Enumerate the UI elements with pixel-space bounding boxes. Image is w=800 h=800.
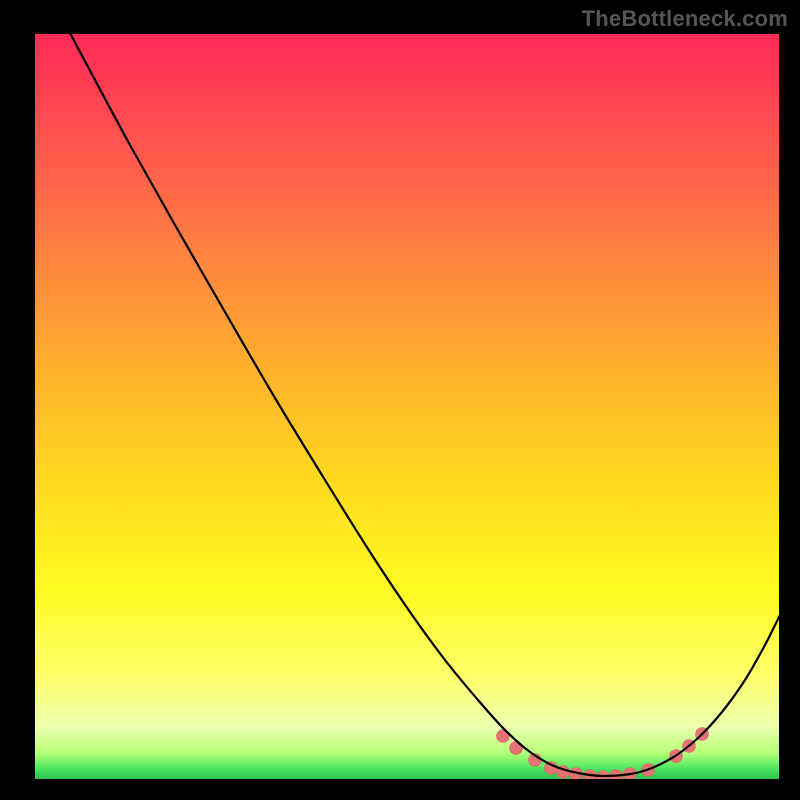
chart-svg <box>0 0 800 800</box>
chart-root: TheBottleneck.com <box>0 0 800 800</box>
watermark-label: TheBottleneck.com <box>582 6 788 32</box>
